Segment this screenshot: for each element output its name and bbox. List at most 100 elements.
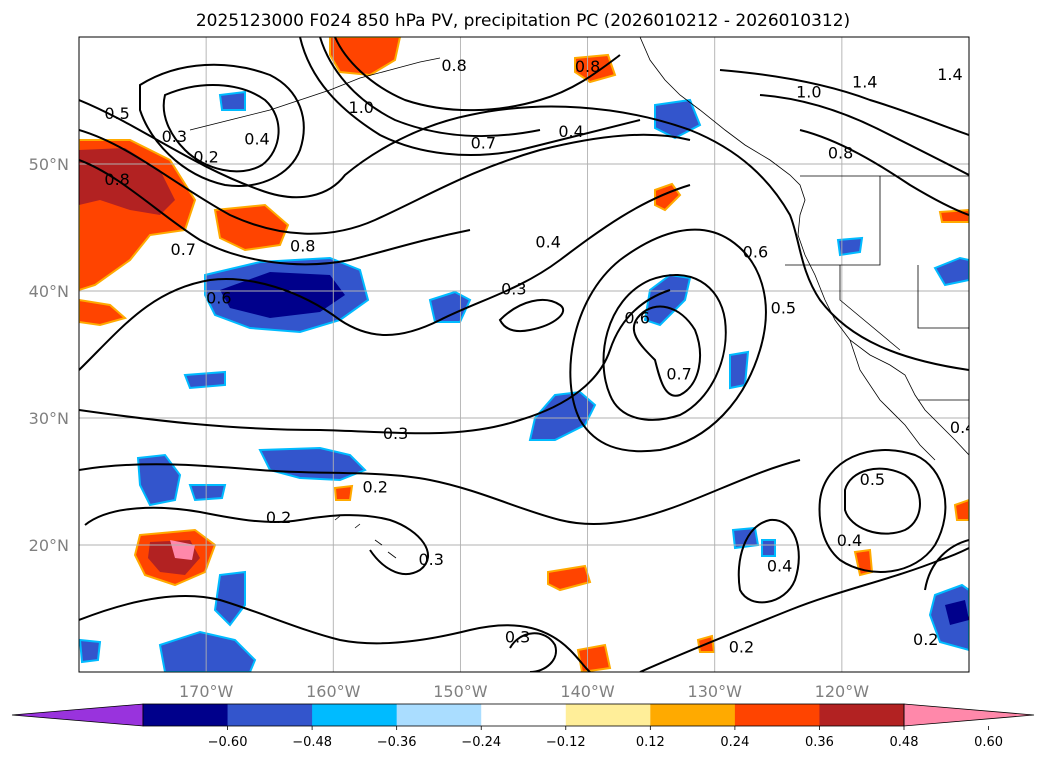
contour-label: 0.4 <box>767 556 792 575</box>
contour-label: 0.7 <box>666 365 691 384</box>
contour-label: 0.8 <box>104 170 129 189</box>
colorbar-tick-label: −0.12 <box>546 735 586 750</box>
colorbar-swatch <box>396 704 482 726</box>
contour-label: 0.8 <box>290 236 315 255</box>
colorbar-swatch <box>143 704 229 726</box>
colorbar-tick-label: 0.12 <box>636 735 665 750</box>
precip-region <box>528 390 597 441</box>
pv-contour <box>319 37 541 137</box>
colorbar-swatch <box>481 704 567 726</box>
precip-region <box>953 498 969 521</box>
colorbar-swatch <box>819 704 905 726</box>
contour-label: 0.6 <box>743 243 768 262</box>
pv-contours <box>79 37 969 672</box>
precip-region <box>938 208 969 223</box>
pv-contour <box>79 595 591 672</box>
contour-label: 0.5 <box>771 299 796 318</box>
precip-region <box>79 298 128 327</box>
contour-label: 0.5 <box>860 470 885 489</box>
contour-label: 0.2 <box>266 508 291 527</box>
colorbar-swatch <box>650 704 736 726</box>
pv-contour <box>602 274 727 421</box>
contour-label: 0.7 <box>471 133 496 152</box>
precip-region <box>213 570 246 627</box>
colorbar: −0.60 −0.48 −0.36 −0.24 −0.12 0.12 0.24 0.36 0.4… <box>11 703 1035 750</box>
contour-label: 1.0 <box>349 98 374 117</box>
contour-label: 0.3 <box>505 627 530 646</box>
map-panel: 0.5 0.3 0.2 0.8 0.4 1.0 0.8 0.7 0.4 0.8 1.0 1.4 1.4 0… <box>79 37 975 672</box>
colorbar-frame <box>142 703 905 727</box>
lon-tick-label: 140°W <box>560 682 615 701</box>
precip-region <box>933 256 969 287</box>
pv-contour <box>639 547 969 672</box>
pv-contour <box>498 299 565 333</box>
pv-contour <box>924 539 969 591</box>
aleutian-islands <box>189 57 441 131</box>
colorbar-tick-label: −0.60 <box>208 735 248 750</box>
precip-region <box>333 484 354 501</box>
precip-region <box>188 484 227 502</box>
lat-tick-label: 40°N <box>29 282 69 301</box>
lat-tick-label: 20°N <box>29 536 69 555</box>
pv-contour <box>84 506 430 576</box>
pv-contour <box>334 37 621 112</box>
colorbar-extend-max <box>903 703 1035 727</box>
colorbar-swatch <box>227 704 313 726</box>
pv-contour <box>759 94 969 176</box>
pv-contour <box>509 632 557 672</box>
colorbar-tick-label: −0.24 <box>461 735 501 750</box>
map-background <box>79 37 969 672</box>
contour-label: 0.2 <box>729 638 754 657</box>
contour-label: 0.3 <box>418 550 443 569</box>
contour-label: 0.2 <box>363 478 388 497</box>
precip-region <box>79 638 102 664</box>
precip-region <box>218 90 246 111</box>
precip-region <box>729 350 750 390</box>
precipitation-shading <box>79 37 969 672</box>
pv-contour <box>818 449 947 573</box>
precip-region <box>136 453 182 507</box>
longitude-ticks: 170°W 160°W 150°W 140°W 130°W 120°W <box>179 682 869 701</box>
precip-region <box>761 539 776 557</box>
coastlines <box>189 37 969 559</box>
precip-region <box>158 630 257 672</box>
coastline-north-america <box>639 37 969 456</box>
pv-contour <box>799 129 969 216</box>
coastline-baja <box>849 339 936 461</box>
contour-label: 0.4 <box>244 130 269 149</box>
lon-tick-label: 120°W <box>815 682 870 701</box>
precip-region <box>836 236 864 257</box>
figure-title: 2025123000 F024 850 hPa PV, precipitatio… <box>196 11 850 31</box>
contour-label: 1.0 <box>796 83 821 102</box>
pv-contour <box>632 305 701 397</box>
contour-label: 0.2 <box>193 147 218 166</box>
pv-contour <box>737 518 800 604</box>
pv-contour <box>162 83 280 173</box>
colorbar-tick-label: −0.48 <box>292 735 332 750</box>
colorbar-tick-label: −0.36 <box>377 735 417 750</box>
gridlines <box>79 37 969 672</box>
map-frame <box>78 36 970 673</box>
border-states <box>785 176 969 401</box>
lon-tick-label: 160°W <box>306 682 361 701</box>
pv-contour <box>844 467 921 535</box>
pv-contour <box>299 37 641 156</box>
lon-tick-label: 130°W <box>688 682 743 701</box>
contour-label: 0.7 <box>171 240 196 259</box>
contour-label: 0.8 <box>828 144 853 163</box>
precip-region <box>547 564 592 592</box>
colorbar-tick-label: 0.36 <box>805 735 834 750</box>
contour-label: 0.3 <box>162 127 187 146</box>
contour-label: 1.4 <box>937 65 962 84</box>
contour-label: 0.4 <box>535 232 560 251</box>
pv-contour <box>79 129 691 235</box>
contour-label: 0.5 <box>104 104 129 123</box>
pv-contour <box>79 159 471 266</box>
precip-region <box>576 643 612 672</box>
hawaii-islands <box>334 515 397 559</box>
contour-label: 0.4 <box>950 418 975 437</box>
precip-region <box>220 272 345 318</box>
precip-region <box>574 53 617 84</box>
pv-contour <box>139 63 305 187</box>
